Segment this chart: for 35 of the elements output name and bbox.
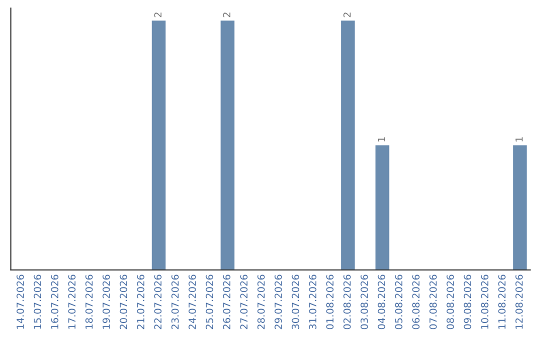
data-label: 2 bbox=[154, 12, 162, 18]
x-tick-label: 20.07.2026 bbox=[120, 274, 128, 330]
x-tick-label: 03.08.2026 bbox=[360, 274, 368, 330]
x-tick-label: 23.07.2026 bbox=[171, 274, 179, 330]
x-tick-label: 05.08.2026 bbox=[395, 274, 402, 330]
x-tick-label: 27.07.2026 bbox=[240, 274, 248, 330]
data-label: 1 bbox=[516, 137, 523, 142]
x-tick-label: 06.08.2026 bbox=[412, 274, 420, 330]
x-tick-label: 09.08.2026 bbox=[464, 274, 472, 330]
data-label: 1 bbox=[378, 137, 386, 142]
x-tick-label: 10.08.2026 bbox=[481, 274, 488, 329]
x-tick-label: 02.08.2026 bbox=[343, 274, 351, 330]
x-tick-label: 19.07.2026 bbox=[102, 274, 110, 329]
x-tick-label: 26.07.2026 bbox=[223, 274, 230, 330]
x-tick-label: 30.07.2026 bbox=[292, 274, 300, 330]
x-tick-label: 07.08.2026 bbox=[429, 274, 437, 330]
x-tick-label: 17.07.2026 bbox=[68, 274, 76, 329]
x-tick-label: 28.07.2026 bbox=[257, 274, 265, 330]
x-tick-label: 25.07.2026 bbox=[206, 274, 214, 330]
x-tick-label: 12.08.2026 bbox=[515, 274, 523, 329]
x-tick-label: 11.08.2026 bbox=[498, 274, 506, 329]
x-tick-label: 04.08.2026 bbox=[378, 274, 386, 330]
x-tick-label: 24.07.2026 bbox=[188, 274, 196, 330]
x-tick-label: 16.07.2026 bbox=[50, 274, 58, 329]
data-label: 2 bbox=[343, 12, 351, 18]
x-tick-label: 08.08.2026 bbox=[446, 274, 454, 330]
x-tick-label: 18.07.2026 bbox=[85, 274, 93, 329]
x-tick-label: 31.07.2026 bbox=[309, 274, 316, 330]
x-tick-label: 21.07.2026 bbox=[136, 274, 144, 330]
data-label: 2 bbox=[223, 12, 230, 18]
x-tick-label: 15.07.2026 bbox=[34, 274, 42, 329]
x-tick-label: 29.07.2026 bbox=[274, 274, 282, 330]
x-tick-label: 01.08.2026 bbox=[326, 274, 334, 330]
x-tick-label: 14.07.2026 bbox=[16, 274, 24, 329]
x-tick-label: 22.07.2026 bbox=[154, 274, 162, 330]
